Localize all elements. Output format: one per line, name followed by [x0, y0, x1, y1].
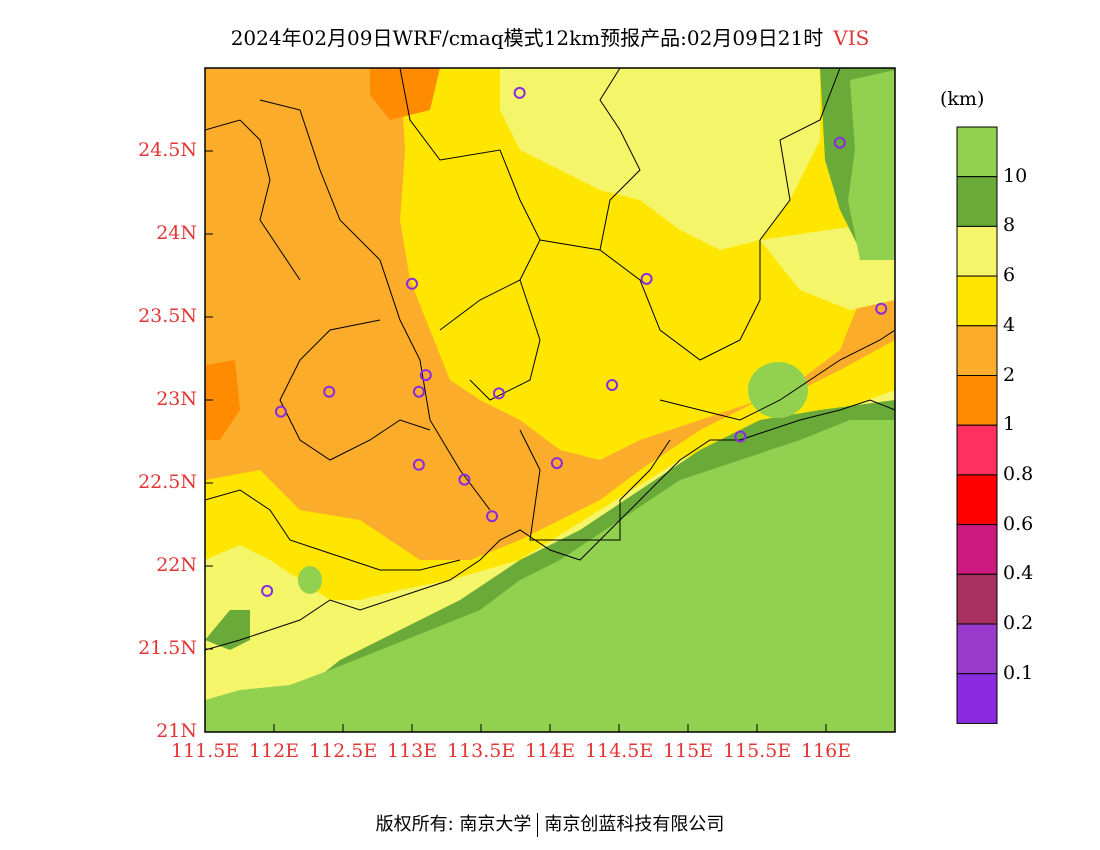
copyright: 版权所有: 南京大学 南京创蓝科技有限公司 — [0, 810, 1100, 837]
colorbar-label: 10 — [1003, 164, 1028, 187]
lat-label: 23.5N — [138, 305, 197, 327]
station-marker — [406, 277, 418, 290]
lon-label: 113E — [387, 740, 438, 762]
copyright-separator — [537, 813, 539, 837]
colorbar-segment — [956, 474, 998, 526]
station-marker — [274, 405, 287, 418]
coastline — [205, 399, 895, 651]
station-marker — [550, 457, 563, 470]
field-vis-over-10-island — [748, 362, 808, 418]
field-vis-over-10-sea — [205, 420, 895, 732]
lat-label: 22N — [156, 554, 197, 576]
station-marker — [833, 136, 846, 149]
lat-label: 22.5N — [138, 471, 197, 493]
colorbar-segment — [956, 573, 998, 625]
station-marker — [875, 302, 888, 315]
chart-title: 2024年02月09日WRF/cmaq模式12km预报产品:02月09日21时 V… — [0, 22, 1100, 51]
colorbar-segment — [956, 623, 998, 675]
field-vis-over-10-spot — [298, 566, 322, 594]
colorbar-segment — [956, 524, 998, 575]
copyright-left: 版权所有: 南京大学 — [375, 814, 532, 835]
colorbar-label: 1 — [1003, 413, 1016, 436]
colorbar-segment — [956, 424, 998, 476]
field-vis-6-8-north — [500, 68, 820, 250]
colorbar-label: 4 — [1003, 313, 1016, 336]
colorbar-segment — [956, 325, 998, 376]
colorbar-label: 8 — [1003, 214, 1016, 237]
lon-label: 112.5E — [309, 740, 378, 762]
lat-ticks — [205, 150, 213, 733]
colorbar-label: 0.1 — [1003, 661, 1034, 684]
station-marker — [419, 369, 432, 382]
colorbar-label: 0.8 — [1003, 462, 1034, 485]
lon-label: 111.5E — [171, 740, 240, 762]
lat-label: 24N — [156, 222, 197, 244]
lon-label: 114E — [525, 740, 576, 762]
station-marker — [734, 430, 747, 443]
colorbar-segment — [956, 225, 998, 277]
colorbar-unit: (km) — [940, 88, 985, 110]
station-marker — [606, 379, 619, 392]
station-marker — [486, 510, 499, 523]
lon-label: 115.5E — [723, 740, 792, 762]
lon-label: 112E — [249, 740, 300, 762]
colorbar-label: 6 — [1003, 264, 1016, 287]
lat-label: 24.5N — [138, 139, 197, 161]
lon-ticks — [204, 724, 827, 732]
station-marker — [640, 272, 653, 285]
field-vis-1-2-west — [205, 360, 240, 440]
field-vis-over-10-ne — [848, 70, 895, 260]
map-field — [205, 68, 895, 732]
lon-label: 114.5E — [585, 740, 654, 762]
copyright-right: 南京创蓝科技有限公司 — [544, 814, 725, 835]
lon-label: 116E — [801, 740, 852, 762]
colorbar-label: 2 — [1003, 363, 1016, 386]
colorbar-label: 0.6 — [1003, 512, 1034, 535]
colorbar-segment — [956, 126, 998, 178]
title-variable: VIS — [833, 26, 870, 50]
station-marker — [513, 86, 526, 99]
colorbar-segment — [956, 375, 998, 426]
station-markers — [261, 86, 888, 597]
station-marker — [323, 385, 336, 398]
station-marker — [412, 458, 425, 471]
colorbar-label: 0.4 — [1003, 562, 1034, 585]
station-marker — [261, 584, 274, 597]
colorbar-segment — [956, 673, 998, 724]
lat-label: 23N — [156, 388, 197, 410]
station-marker — [492, 387, 505, 400]
title-main: 2024年02月09日WRF/cmaq模式12km预报产品:02月09日21时 — [230, 26, 824, 50]
colorbar-segment — [956, 176, 998, 227]
station-marker — [412, 385, 425, 398]
lat-label: 21N — [156, 720, 197, 742]
province-boundaries — [205, 68, 895, 571]
lat-label: 21.5N — [138, 637, 197, 659]
colorbar-label: 0.2 — [1003, 612, 1034, 634]
colorbar-segment — [956, 275, 998, 327]
station-marker — [458, 473, 471, 486]
lon-label: 115E — [663, 740, 714, 762]
lon-label: 113.5E — [447, 740, 516, 762]
colorbar — [956, 126, 998, 724]
